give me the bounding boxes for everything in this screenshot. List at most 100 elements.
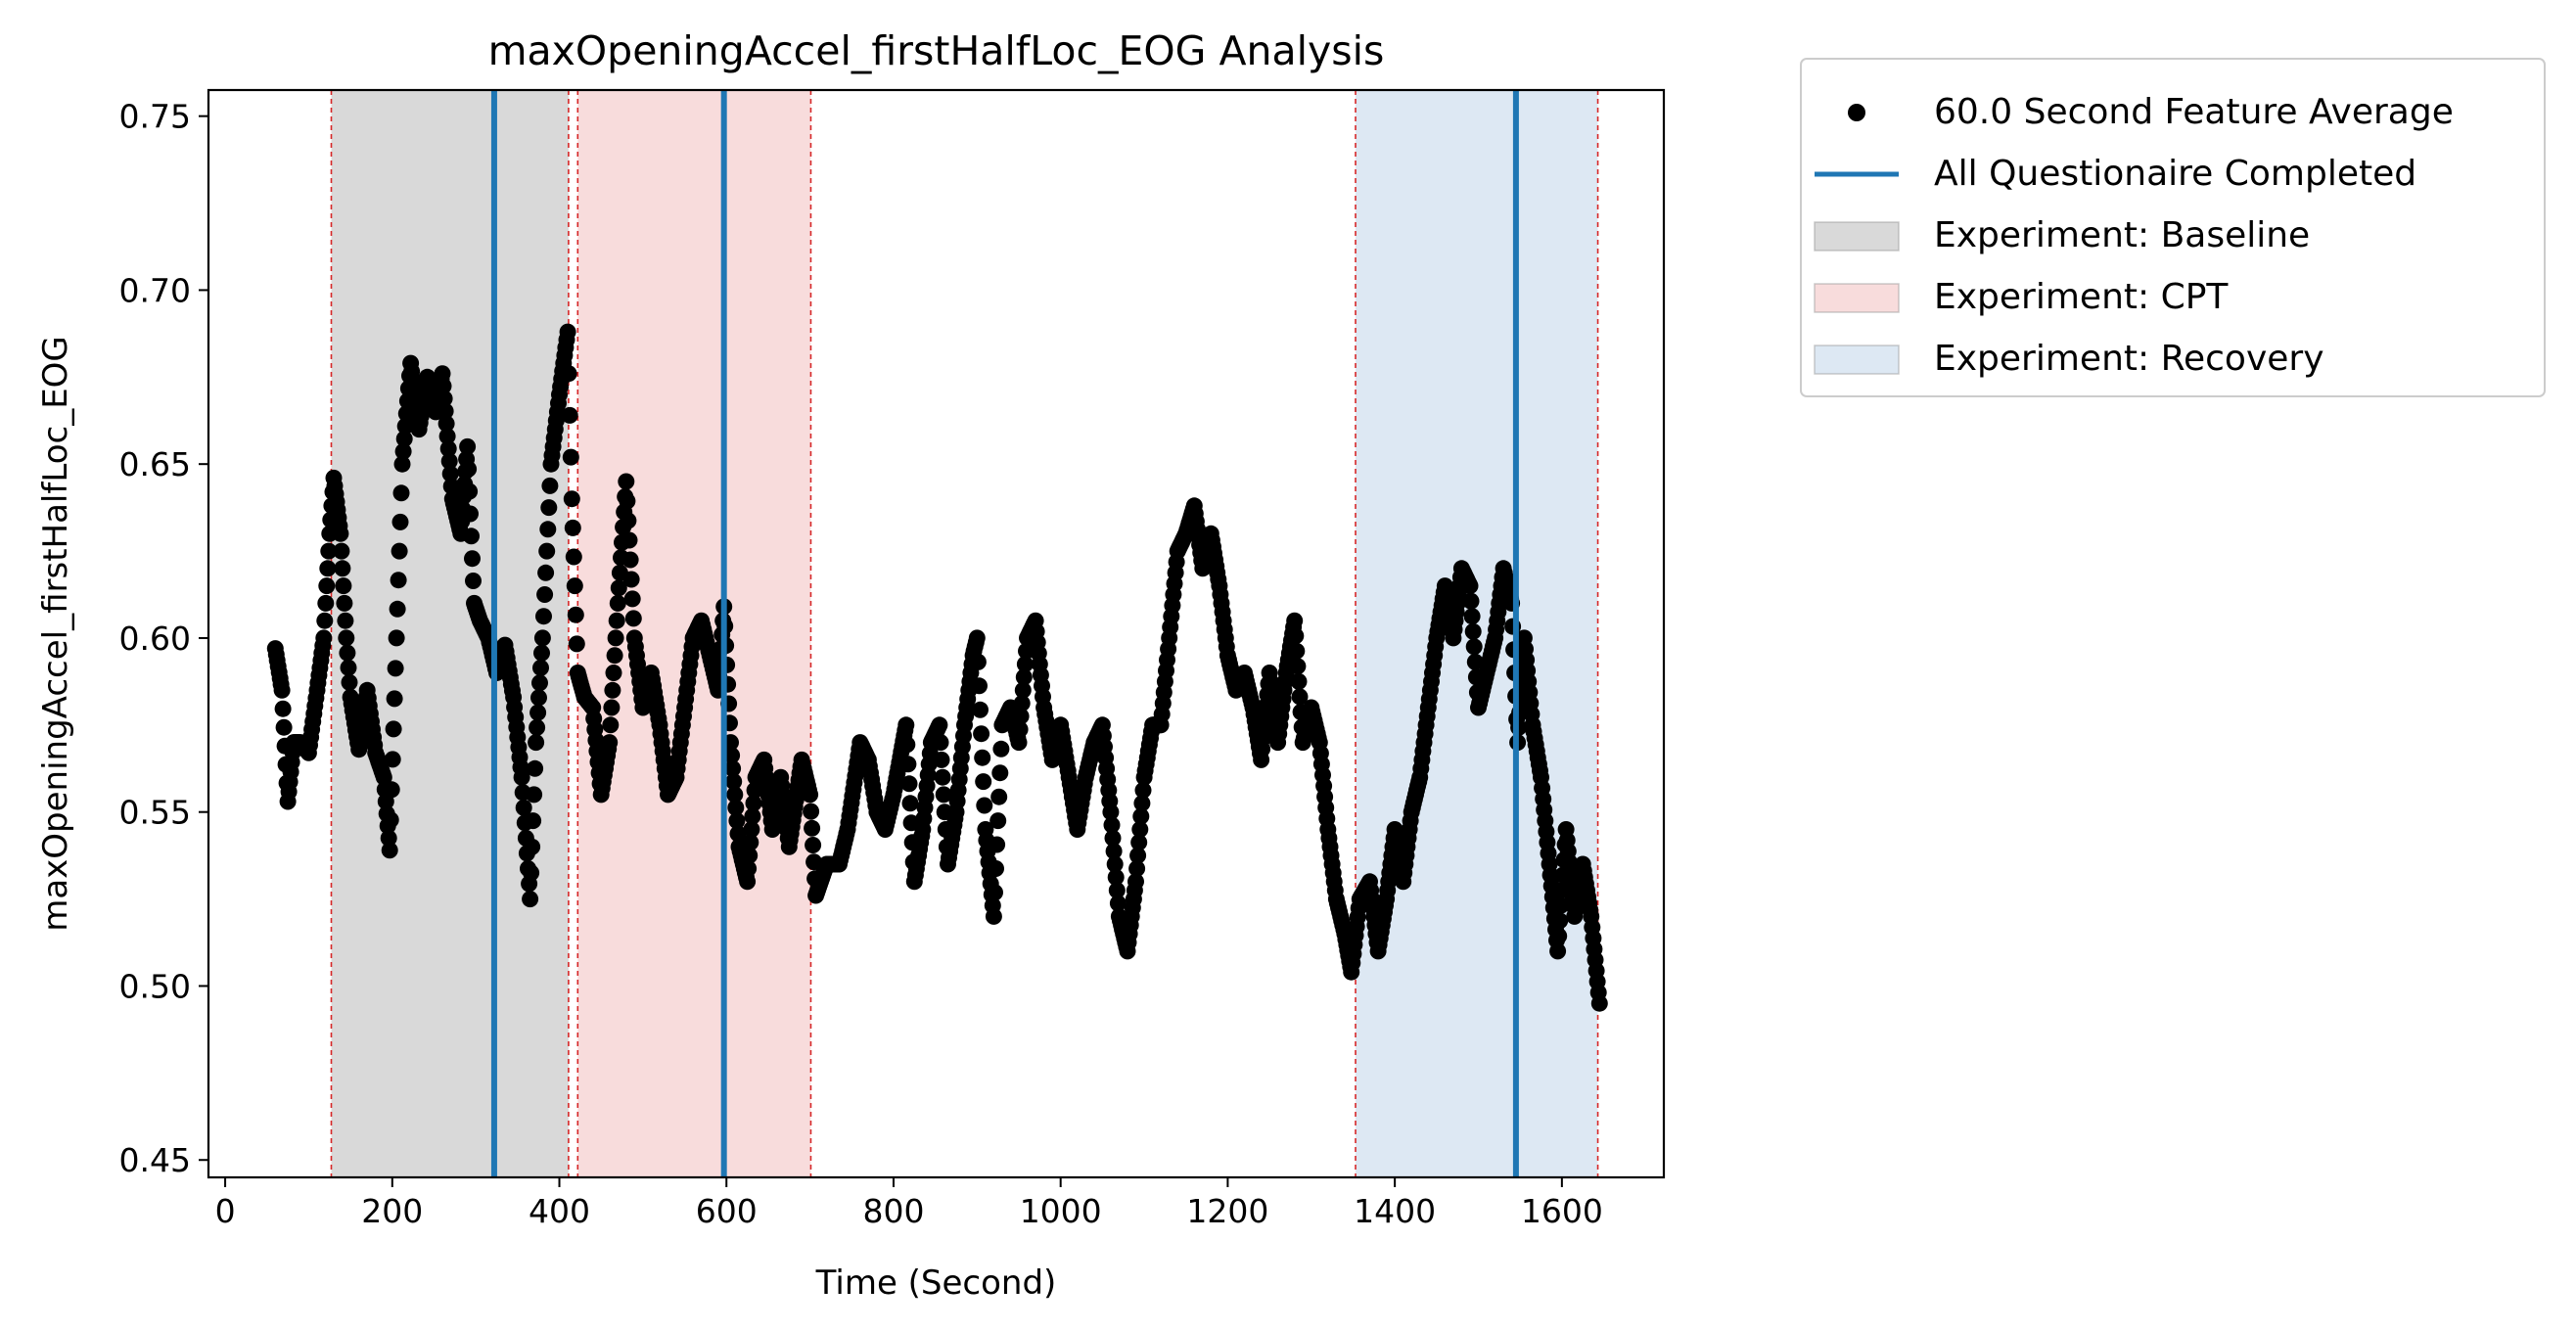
data-point-732 (1014, 681, 1032, 699)
data-point-705 (987, 884, 1003, 901)
data-point-272 (541, 477, 559, 494)
data-point-252 (522, 891, 539, 908)
data-point-993 (1287, 627, 1305, 645)
experiment-spans (331, 90, 1598, 1177)
data-point-334 (605, 665, 622, 681)
x-tick-label-7: 1400 (1354, 1192, 1436, 1230)
data-point-349 (621, 531, 638, 549)
data-point-73 (339, 644, 356, 662)
data-point-844 (1131, 821, 1149, 838)
data-point-347 (619, 492, 636, 510)
legend-frame (1800, 58, 2546, 397)
data-point-294 (564, 519, 581, 536)
data-point-1166 (1466, 653, 1484, 670)
data-point-731 (1013, 695, 1031, 712)
data-point-124 (391, 542, 408, 560)
data-point-823 (1109, 895, 1127, 912)
data-point-711 (992, 740, 1010, 758)
data-point-269 (538, 542, 556, 560)
data-point-291 (561, 406, 578, 424)
data-point-52 (318, 577, 336, 595)
data-point-451 (726, 786, 744, 804)
data-point-296 (566, 577, 583, 595)
data-point-71 (337, 612, 354, 629)
data-point-337 (608, 612, 625, 629)
legend-label-1: All Questionaire Completed (1934, 154, 2416, 194)
data-point-994 (1288, 642, 1306, 660)
data-point-733 (1015, 668, 1033, 686)
data-point-108 (375, 768, 392, 786)
data-point-729 (1011, 720, 1029, 738)
data-point-1249 (1552, 896, 1570, 914)
data-point-257 (527, 759, 544, 777)
data-point-704 (985, 907, 1002, 925)
data-point-468 (744, 807, 761, 825)
y-tick-label-0: 0.45 (119, 1141, 191, 1179)
data-point-728 (1010, 734, 1028, 752)
data-point-331 (602, 716, 620, 734)
x-tick-label-6: 1200 (1186, 1192, 1268, 1230)
data-point-453 (728, 812, 746, 830)
data-point-694 (975, 773, 992, 791)
data-point-450 (725, 773, 743, 791)
data-point-1165 (1465, 638, 1483, 656)
data-point-346 (618, 473, 635, 490)
data-point-845 (1132, 807, 1150, 825)
data-point-465 (741, 847, 759, 864)
data-point-289 (559, 323, 576, 341)
y-tick-label-6: 0.75 (119, 98, 191, 136)
data-point-263 (532, 659, 549, 676)
data-point-1246 (1549, 942, 1567, 960)
data-point-113 (380, 829, 397, 847)
plot-frame (207, 88, 1666, 1179)
data-point-352 (623, 590, 641, 608)
data-point-173 (440, 452, 458, 470)
data-point-688 (968, 629, 986, 647)
data-point-524 (802, 786, 819, 804)
data-point-197 (465, 573, 482, 589)
data-point-192 (460, 460, 478, 478)
data-point-66 (332, 525, 349, 542)
data-point-70 (336, 594, 353, 612)
data-point-125 (391, 513, 409, 530)
data-point-293 (563, 490, 580, 508)
data-point-1161 (1461, 577, 1479, 595)
data-point-261 (530, 689, 547, 707)
data-point-292 (562, 448, 579, 466)
x-tick-label-2: 400 (529, 1192, 590, 1230)
data-point-464 (740, 860, 758, 877)
data-point-847 (1134, 782, 1152, 799)
x-tick-label-3: 600 (696, 1192, 758, 1230)
data-point-351 (622, 571, 640, 588)
data-point-527 (805, 837, 822, 853)
data-point-246 (515, 799, 532, 816)
data-point-267 (536, 586, 554, 603)
data-point-710 (991, 764, 1009, 782)
data-point-621 (898, 736, 916, 754)
data-point-118 (385, 720, 402, 738)
legend-label-3: Experiment: CPT (1934, 277, 2229, 317)
data-point-127 (393, 455, 411, 473)
y-tick-label-1: 0.50 (119, 967, 191, 1005)
data-point-175 (442, 478, 460, 495)
x-tick-label-8: 1600 (1521, 1192, 1603, 1230)
data-point-470 (746, 782, 763, 799)
data-point-191 (459, 437, 477, 455)
x-tick-label-0: 0 (215, 1192, 236, 1230)
data-point-67 (333, 542, 350, 560)
data-point-260 (529, 704, 547, 721)
data-point-995 (1289, 658, 1307, 675)
data-point-690 (971, 677, 988, 695)
data-point-467 (743, 821, 760, 838)
data-point-822 (1108, 882, 1126, 899)
data-point-353 (624, 610, 642, 627)
data-point-692 (973, 725, 990, 743)
legend-patch-2 (1814, 221, 1900, 252)
data-point-448 (723, 747, 741, 764)
legend-patch-3 (1814, 283, 1900, 313)
data-point-50 (316, 612, 334, 629)
data-point-333 (604, 681, 621, 699)
data-point-49 (315, 629, 333, 647)
x-axis-label: Time (Second) (815, 1263, 1057, 1303)
